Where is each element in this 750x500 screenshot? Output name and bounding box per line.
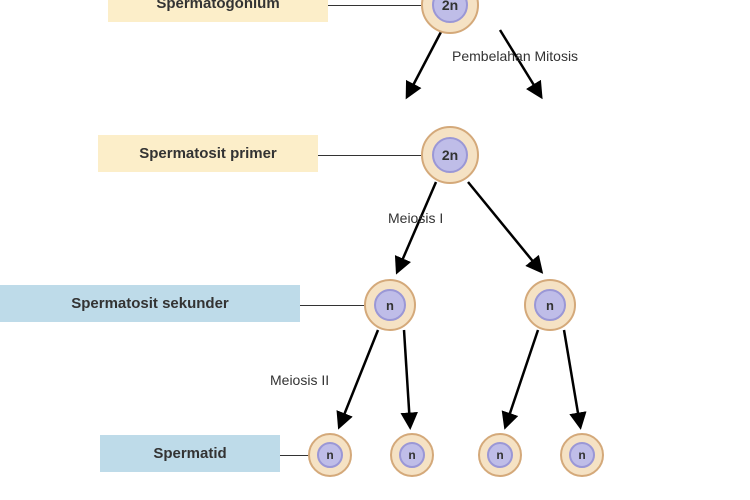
arrow	[398, 182, 436, 270]
cell-outer: n	[560, 433, 604, 477]
arrow	[564, 330, 580, 425]
stage-label: Spermatogonium	[108, 0, 328, 22]
stage-label: Spermatosit sekunder	[0, 285, 300, 322]
arrow	[408, 30, 442, 95]
cell-nucleus: n	[487, 442, 513, 468]
cell-nucleus: n	[317, 442, 343, 468]
cell-outer: n	[524, 279, 576, 331]
stage-label: Spermatosit primer	[98, 135, 318, 172]
process-label: Meiosis I	[388, 210, 443, 226]
arrows-layer	[0, 0, 750, 500]
cell-nucleus: 2n	[432, 0, 468, 23]
cell-nucleus: n	[374, 289, 406, 321]
cell-outer: 2n	[421, 126, 479, 184]
cell-outer: n	[390, 433, 434, 477]
arrow	[340, 330, 378, 425]
cell-outer: n	[308, 433, 352, 477]
arrow	[468, 182, 540, 270]
process-label: Pembelahan Mitosis	[452, 48, 578, 64]
process-label: Meiosis II	[270, 372, 329, 388]
stage-label: Spermatid	[100, 435, 280, 472]
cell-outer: n	[364, 279, 416, 331]
cell-outer: 2n	[421, 0, 479, 34]
cell-nucleus: n	[534, 289, 566, 321]
arrow	[506, 330, 538, 425]
cell-outer: n	[478, 433, 522, 477]
arrow	[404, 330, 410, 425]
cell-nucleus: 2n	[432, 137, 468, 173]
cell-nucleus: n	[569, 442, 595, 468]
cell-nucleus: n	[399, 442, 425, 468]
